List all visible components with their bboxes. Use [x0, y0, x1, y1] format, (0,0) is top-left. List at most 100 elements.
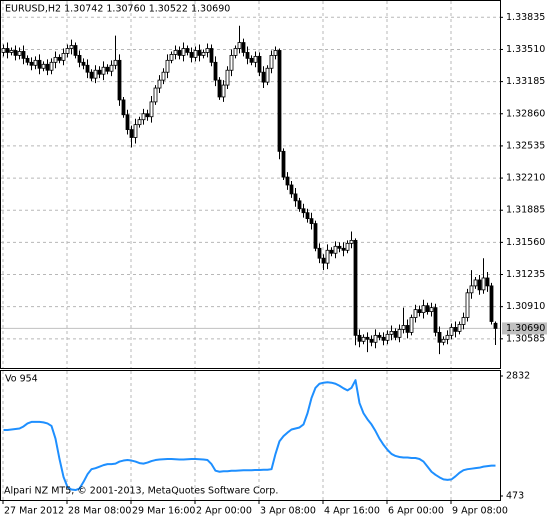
candle-body	[257, 55, 262, 73]
candle-body	[125, 114, 130, 130]
candle-body	[113, 59, 118, 66]
candle-body	[137, 119, 142, 126]
candle-body	[145, 113, 150, 118]
y-tick-label: 1.30585	[506, 333, 545, 344]
candle-body	[289, 184, 294, 195]
candle-body	[425, 305, 430, 313]
candle-body	[273, 50, 278, 56]
candle-body	[5, 48, 10, 53]
candle-body	[205, 48, 210, 53]
y-tick-label: 1.33510	[506, 44, 545, 55]
candle-body	[409, 317, 414, 333]
candle-body	[417, 309, 422, 314]
chart-title: EURUSD,H2 1.30742 1.30760 1.30522 1.3069…	[5, 4, 230, 15]
candle-body	[153, 87, 158, 103]
candle-body	[393, 330, 398, 338]
candle-body	[229, 54, 234, 71]
y2-tick-label: 473	[506, 491, 524, 502]
candle-body	[241, 42, 246, 53]
candle-body	[457, 324, 462, 332]
x-tick-label: 28 Mar 08:00	[68, 506, 131, 517]
candle-body	[65, 48, 70, 54]
candle-body	[141, 113, 146, 121]
y-tick-label: 1.33185	[506, 76, 545, 87]
current-price-box	[502, 322, 547, 335]
candle-body	[221, 84, 226, 98]
candle-body	[345, 242, 350, 251]
candle-body	[57, 56, 62, 61]
candle-body	[17, 51, 22, 56]
y-tick-label: 1.33835	[506, 12, 545, 23]
candle-body	[185, 48, 190, 53]
candle-body	[181, 48, 186, 56]
candle-body	[269, 54, 274, 69]
candle-body	[201, 52, 206, 56]
candle-body	[465, 292, 470, 318]
candle-body	[193, 50, 198, 58]
candle-body	[441, 338, 446, 343]
x-tick-label: 4 Apr 16:00	[324, 506, 380, 517]
indicator-label: Vo 954	[5, 374, 38, 385]
y-tick-label: 1.30910	[506, 301, 545, 312]
candle-body	[61, 53, 66, 61]
y-tick-label: 1.32535	[506, 140, 545, 151]
candle-body	[481, 277, 486, 291]
candle-body	[473, 279, 478, 287]
candle-body	[245, 52, 250, 59]
candle-body	[461, 317, 466, 325]
candle-body	[225, 69, 230, 86]
candle-body	[357, 334, 362, 342]
candle-body	[305, 212, 310, 220]
candle-body	[117, 59, 122, 101]
candle-body	[329, 249, 334, 254]
candle-body	[173, 50, 178, 55]
candle-body	[109, 64, 114, 72]
candle-body	[369, 338, 374, 343]
candle-body	[253, 55, 258, 63]
candle-body	[489, 285, 494, 322]
candle-body	[493, 322, 498, 329]
candle-body	[313, 223, 318, 249]
candle-body	[77, 54, 82, 63]
candle-body	[265, 67, 270, 83]
candle-body	[133, 124, 138, 138]
candle-body	[89, 71, 94, 79]
candle-body	[377, 334, 382, 338]
candle-body	[13, 50, 18, 56]
candle-body	[233, 48, 238, 56]
candle-body	[285, 176, 290, 186]
candle-body	[121, 99, 126, 116]
volume-line	[3, 379, 496, 492]
candle-body	[237, 42, 242, 49]
current-price-label: 1.30690	[506, 323, 545, 334]
candle-body	[413, 309, 418, 318]
candle-body	[485, 277, 490, 287]
x-tick-label: 3 Apr 08:00	[260, 506, 316, 517]
y-tick-label: 1.31885	[506, 205, 545, 216]
y-tick-label: 1.31235	[506, 269, 545, 280]
candle-body	[281, 150, 286, 178]
candle-body	[49, 61, 54, 71]
candle-body	[37, 59, 42, 69]
candle-body	[93, 69, 98, 79]
y2-tick-label: 2832	[506, 371, 530, 382]
candle-body	[33, 59, 38, 66]
x-tick-label: 29 Mar 16:00	[132, 506, 195, 517]
candle-body	[381, 336, 386, 341]
candle-body	[449, 327, 454, 336]
candle-body	[249, 57, 254, 63]
x-tick-label: 2 Apr 00:00	[196, 506, 252, 517]
candle-body	[189, 52, 194, 58]
y-tick-label: 1.32210	[506, 173, 545, 184]
candle-body	[105, 66, 110, 72]
candle-body	[29, 61, 34, 66]
candle-body	[349, 239, 354, 244]
candle-body	[1, 48, 6, 53]
candle-body	[149, 101, 154, 118]
candle-body	[421, 305, 426, 314]
x-tick-label: 6 Apr 00:00	[388, 506, 444, 517]
